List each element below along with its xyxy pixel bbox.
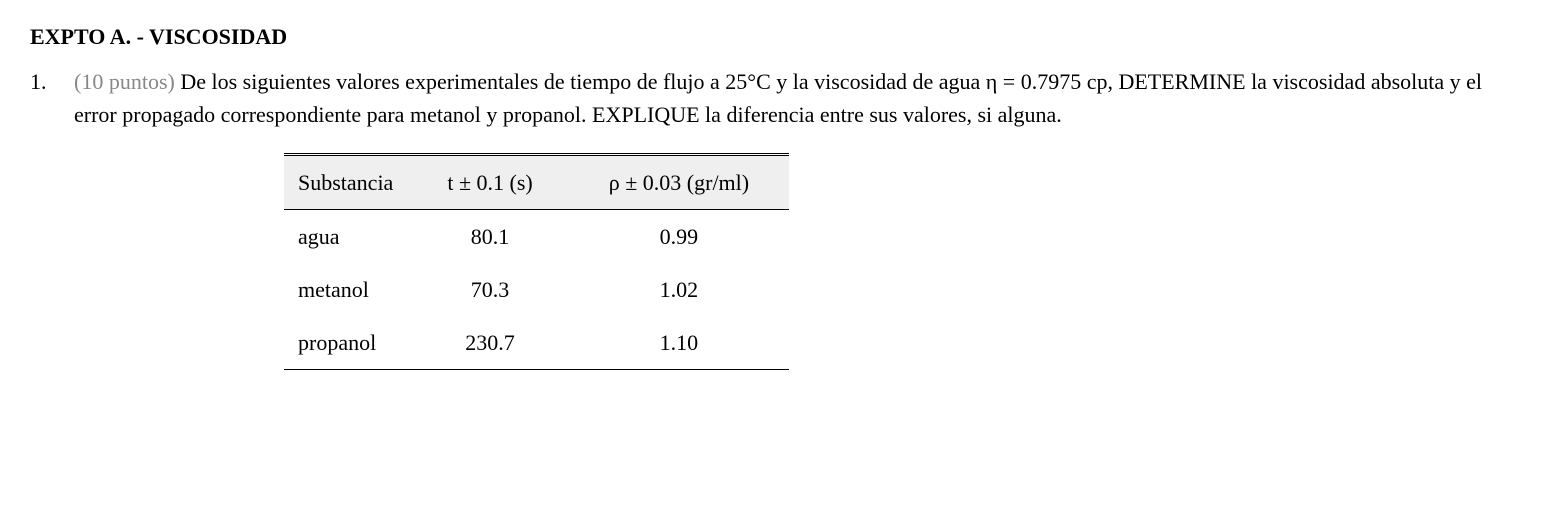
cell-density: 0.99	[559, 210, 789, 264]
question-block: 1. (10 puntos) De los siguientes valores…	[30, 65, 1511, 370]
section-heading: EXPTO A. - VISCOSIDAD	[30, 20, 1511, 53]
cell-density: 1.02	[559, 263, 789, 316]
cell-substance: agua	[284, 210, 433, 264]
cell-time: 70.3	[433, 263, 558, 316]
question-number: 1.	[30, 65, 74, 98]
question-points: (10 puntos)	[74, 69, 175, 94]
question-text: De los siguientes valores experimentales…	[74, 69, 1482, 127]
table-row: metanol 70.3 1.02	[284, 263, 789, 316]
cell-substance: metanol	[284, 263, 433, 316]
data-table: Substancia t ± 0.1 (s) ρ ± 0.03 (gr/ml) …	[284, 153, 789, 370]
question-body: (10 puntos) De los siguientes valores ex…	[74, 65, 1511, 370]
col-header-density: ρ ± 0.03 (gr/ml)	[559, 155, 789, 210]
cell-time: 80.1	[433, 210, 558, 264]
cell-substance: propanol	[284, 316, 433, 370]
table-row: agua 80.1 0.99	[284, 210, 789, 264]
table-row: propanol 230.7 1.10	[284, 316, 789, 370]
table-header-row: Substancia t ± 0.1 (s) ρ ± 0.03 (gr/ml)	[284, 155, 789, 210]
cell-time: 230.7	[433, 316, 558, 370]
data-table-wrap: Substancia t ± 0.1 (s) ρ ± 0.03 (gr/ml) …	[284, 153, 1511, 370]
cell-density: 1.10	[559, 316, 789, 370]
col-header-time: t ± 0.1 (s)	[433, 155, 558, 210]
col-header-substance: Substancia	[284, 155, 433, 210]
